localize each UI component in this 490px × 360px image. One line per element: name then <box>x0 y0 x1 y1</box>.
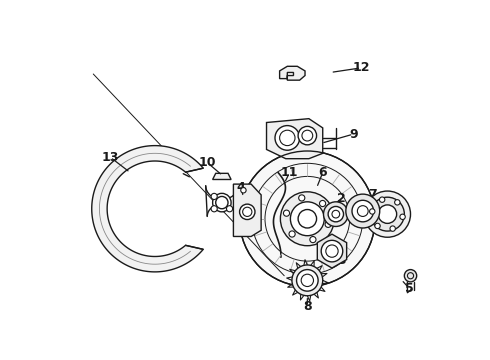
Circle shape <box>378 205 397 223</box>
Circle shape <box>390 226 395 231</box>
Circle shape <box>280 192 334 246</box>
Circle shape <box>240 151 375 287</box>
Text: 8: 8 <box>303 300 312 313</box>
Circle shape <box>369 209 375 214</box>
Text: 7: 7 <box>368 188 376 201</box>
Circle shape <box>375 223 380 229</box>
Text: 6: 6 <box>318 166 327 179</box>
Circle shape <box>323 202 348 226</box>
Circle shape <box>379 197 385 202</box>
Text: 1: 1 <box>395 204 404 217</box>
Circle shape <box>299 195 305 201</box>
Polygon shape <box>267 119 323 159</box>
Circle shape <box>400 214 405 220</box>
Circle shape <box>321 240 343 262</box>
Circle shape <box>325 221 331 228</box>
Circle shape <box>211 206 217 212</box>
Text: 13: 13 <box>101 150 119 164</box>
Text: 12: 12 <box>352 61 370 74</box>
Circle shape <box>226 206 233 212</box>
Circle shape <box>404 270 416 282</box>
Text: 4: 4 <box>237 181 245 194</box>
Text: 11: 11 <box>281 166 298 179</box>
Circle shape <box>211 193 217 199</box>
Circle shape <box>310 237 316 243</box>
Circle shape <box>291 202 324 236</box>
Circle shape <box>289 231 295 237</box>
Circle shape <box>346 194 380 228</box>
Text: 10: 10 <box>198 156 216 169</box>
Circle shape <box>213 193 231 212</box>
Text: 2: 2 <box>337 192 345 205</box>
Polygon shape <box>213 173 231 180</box>
Circle shape <box>352 200 373 222</box>
Circle shape <box>275 126 300 150</box>
Text: 5: 5 <box>405 282 414 294</box>
Circle shape <box>394 200 400 205</box>
Text: 9: 9 <box>349 127 358 140</box>
Circle shape <box>370 197 404 231</box>
Circle shape <box>296 270 318 291</box>
Circle shape <box>365 191 411 237</box>
Circle shape <box>319 201 326 207</box>
Polygon shape <box>92 145 203 272</box>
Circle shape <box>283 210 290 216</box>
Polygon shape <box>318 234 346 268</box>
Text: 3: 3 <box>338 254 346 267</box>
Circle shape <box>328 206 343 222</box>
Circle shape <box>241 188 246 193</box>
Polygon shape <box>233 184 261 237</box>
Circle shape <box>240 204 255 220</box>
Polygon shape <box>280 66 305 80</box>
Circle shape <box>292 265 323 296</box>
Circle shape <box>298 126 317 145</box>
